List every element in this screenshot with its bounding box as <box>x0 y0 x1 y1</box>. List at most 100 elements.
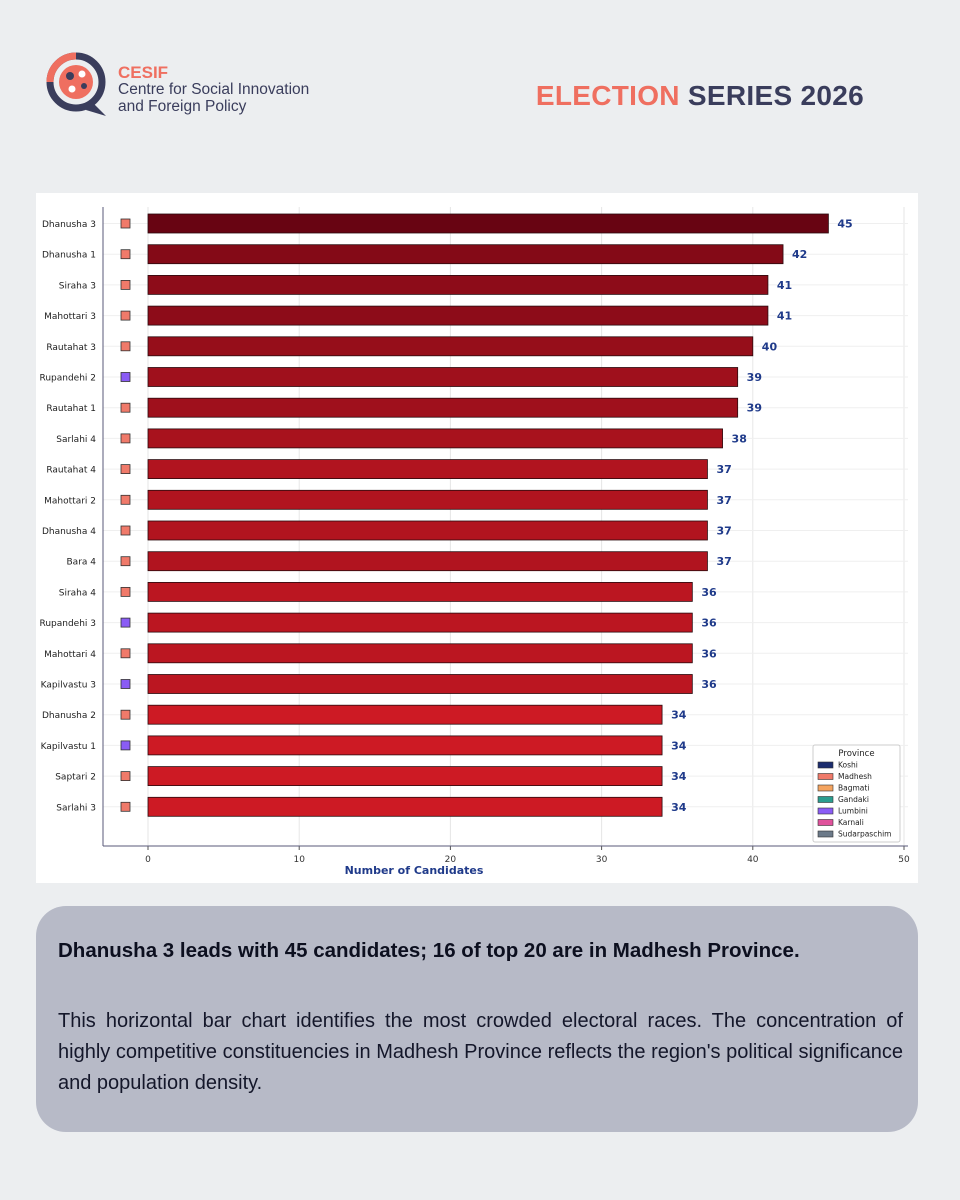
y-tick-label: Mahottari 2 <box>44 496 96 506</box>
province-marker <box>120 771 131 781</box>
y-tick-label: Rautahat 1 <box>46 404 96 414</box>
bar <box>147 612 693 633</box>
legend-swatch <box>817 761 834 769</box>
summary-card: Dhanusha 3 leads with 45 candidates; 16 … <box>36 906 918 1132</box>
x-tick-label: 20 <box>445 855 457 865</box>
legend-entry: Koshi <box>838 761 858 770</box>
chart-card: 45 Dhanusha 3 42 Dhanusha 1 41 Siraha 3 41 Maho… <box>36 193 918 883</box>
y-tick-label: Mahottari 4 <box>44 650 96 660</box>
y-tick-label: Kapilvastu 1 <box>41 742 96 752</box>
data-label: 37 <box>716 555 731 568</box>
brand-text: CESIF Centre for Social Innovation and F… <box>118 64 309 115</box>
legend-swatch <box>817 819 834 826</box>
y-tick-label: Saptari 2 <box>55 773 96 783</box>
axis-layer: 0 10 20 30 40 50 Number of Candidates <box>102 207 910 877</box>
province-marker <box>120 310 131 321</box>
y-tick-label: Rautahat 4 <box>46 466 96 476</box>
province-marker <box>120 648 131 659</box>
data-label: 45 <box>837 218 852 231</box>
cesif-logo-icon <box>46 52 114 124</box>
bar <box>147 704 663 725</box>
data-label: 36 <box>701 617 717 630</box>
legend-title: Province <box>838 749 874 759</box>
province-marker <box>120 433 131 444</box>
y-tick-label: Rupandehi 2 <box>39 374 96 384</box>
bar <box>147 735 663 756</box>
province-marker <box>120 402 131 413</box>
y-tick-label: Dhanusha 1 <box>42 251 96 261</box>
province-marker <box>120 341 131 352</box>
y-tick-label: Sarlahi 3 <box>56 803 96 813</box>
x-tick-label: 40 <box>747 855 759 865</box>
x-tick-label: 30 <box>596 855 608 865</box>
bar <box>147 305 769 326</box>
y-tick-label: Rautahat 3 <box>46 343 96 353</box>
province-marker <box>120 280 131 290</box>
bar <box>147 428 723 449</box>
data-label: 36 <box>701 647 717 660</box>
bar <box>147 244 784 265</box>
series-title-rest: SERIES 2026 <box>687 80 864 111</box>
y-tick-label: Mahottari 3 <box>44 312 96 322</box>
data-label: 42 <box>792 248 807 261</box>
data-label: 34 <box>671 739 687 752</box>
data-label: 41 <box>777 310 792 323</box>
province-marker <box>120 801 131 812</box>
bars-layer <box>147 213 829 817</box>
province-marker <box>120 556 131 567</box>
province-marker <box>120 218 131 229</box>
province-marker <box>120 249 131 260</box>
legend-layer: Province Koshi Madhesh Bagmati Gandaki Lumbin… <box>812 744 901 843</box>
data-label: 34 <box>671 709 687 722</box>
province-marker <box>120 525 131 536</box>
y-tick-label: Dhanusha 2 <box>42 711 96 721</box>
bar <box>147 551 708 572</box>
y-tick-label: Dhanusha 3 <box>42 220 96 230</box>
x-tick-label: 0 <box>145 855 151 865</box>
data-label: 37 <box>716 463 731 476</box>
bar <box>147 397 739 418</box>
x-tick-label: 10 <box>293 855 305 865</box>
y-tick-label: Sarlahi 4 <box>56 435 96 445</box>
bar <box>147 643 693 664</box>
data-label: 38 <box>732 432 747 445</box>
legend-swatch <box>817 796 834 803</box>
province-marker <box>120 586 131 597</box>
legend-swatch <box>817 830 834 838</box>
province-marker <box>120 494 131 505</box>
province-marker <box>120 617 131 628</box>
brand-name-line2: and Foreign Policy <box>118 98 247 115</box>
y-tick-label: Siraha 4 <box>59 588 97 598</box>
summary-headline: Dhanusha 3 leads with 45 candidates; 16 … <box>58 939 800 962</box>
bar <box>147 336 754 357</box>
province-marker <box>120 709 131 720</box>
data-label: 37 <box>716 525 731 538</box>
labels-layer: 45 Dhanusha 3 42 Dhanusha 1 41 Siraha 3 41 Maho… <box>39 218 852 814</box>
province-marker <box>120 372 131 382</box>
data-label: 39 <box>747 371 762 384</box>
data-label: 41 <box>777 279 792 292</box>
data-label: 36 <box>701 678 717 691</box>
x-axis-title: Number of Candidates <box>345 864 484 877</box>
bar-chart: 45 Dhanusha 3 42 Dhanusha 1 41 Siraha 3 41 Maho… <box>39 207 910 877</box>
legend-entry: Karnali <box>838 818 864 827</box>
bar <box>147 489 708 510</box>
province-marker <box>120 464 131 475</box>
data-label: 39 <box>747 402 762 415</box>
bar <box>147 796 663 817</box>
bar <box>147 766 663 786</box>
y-tick-label: Siraha 3 <box>59 281 96 291</box>
legend-box <box>812 744 901 843</box>
brand-name-line1: Centre for Social Innovation <box>118 81 310 98</box>
series-title-accent: ELECTION <box>535 80 680 111</box>
y-tick-label: Kapilvastu 3 <box>41 681 96 691</box>
province-marker <box>120 679 131 689</box>
legend-entry: Sudarpaschim <box>838 830 892 839</box>
bar <box>147 520 708 541</box>
bar <box>147 674 693 694</box>
bar <box>147 581 693 602</box>
y-tick-label: Bara 4 <box>67 558 97 568</box>
x-tick-label: 50 <box>898 855 910 865</box>
summary-description: This horizontal bar chart identifies the… <box>58 1010 903 1094</box>
data-label: 34 <box>671 801 687 814</box>
